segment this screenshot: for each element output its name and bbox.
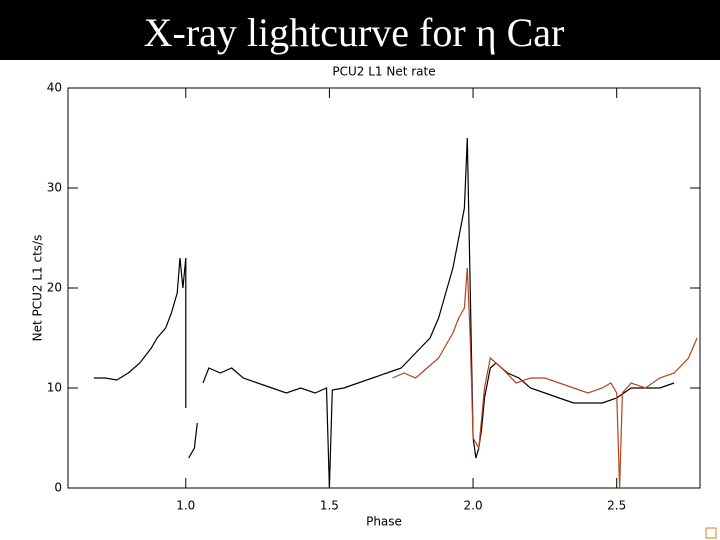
x-tick-label: 1.0 [176,499,195,513]
slide-title: X-ray lightcurve for η Car [143,10,565,55]
plot-frame [67,87,701,489]
x-axis-label: Phase [366,515,402,529]
x-tick-label: 1.5 [320,499,339,513]
y-axis-label: Net PCU2 L1 cts/s [31,235,45,342]
y-tick-label: 40 [47,81,62,95]
y-tick-label: 0 [54,481,62,495]
y-tick-label: 30 [47,181,62,195]
y-tick-label: 10 [47,381,62,395]
x-tick-label: 2.5 [607,499,626,513]
icon [705,527,717,539]
y-tick-label: 20 [47,281,62,295]
series-line [93,137,675,489]
title-bar [0,0,720,60]
series-line [392,267,698,489]
chart-title: PCU2 L1 Net rate [332,65,435,79]
x-tick-label: 2.0 [464,499,483,513]
